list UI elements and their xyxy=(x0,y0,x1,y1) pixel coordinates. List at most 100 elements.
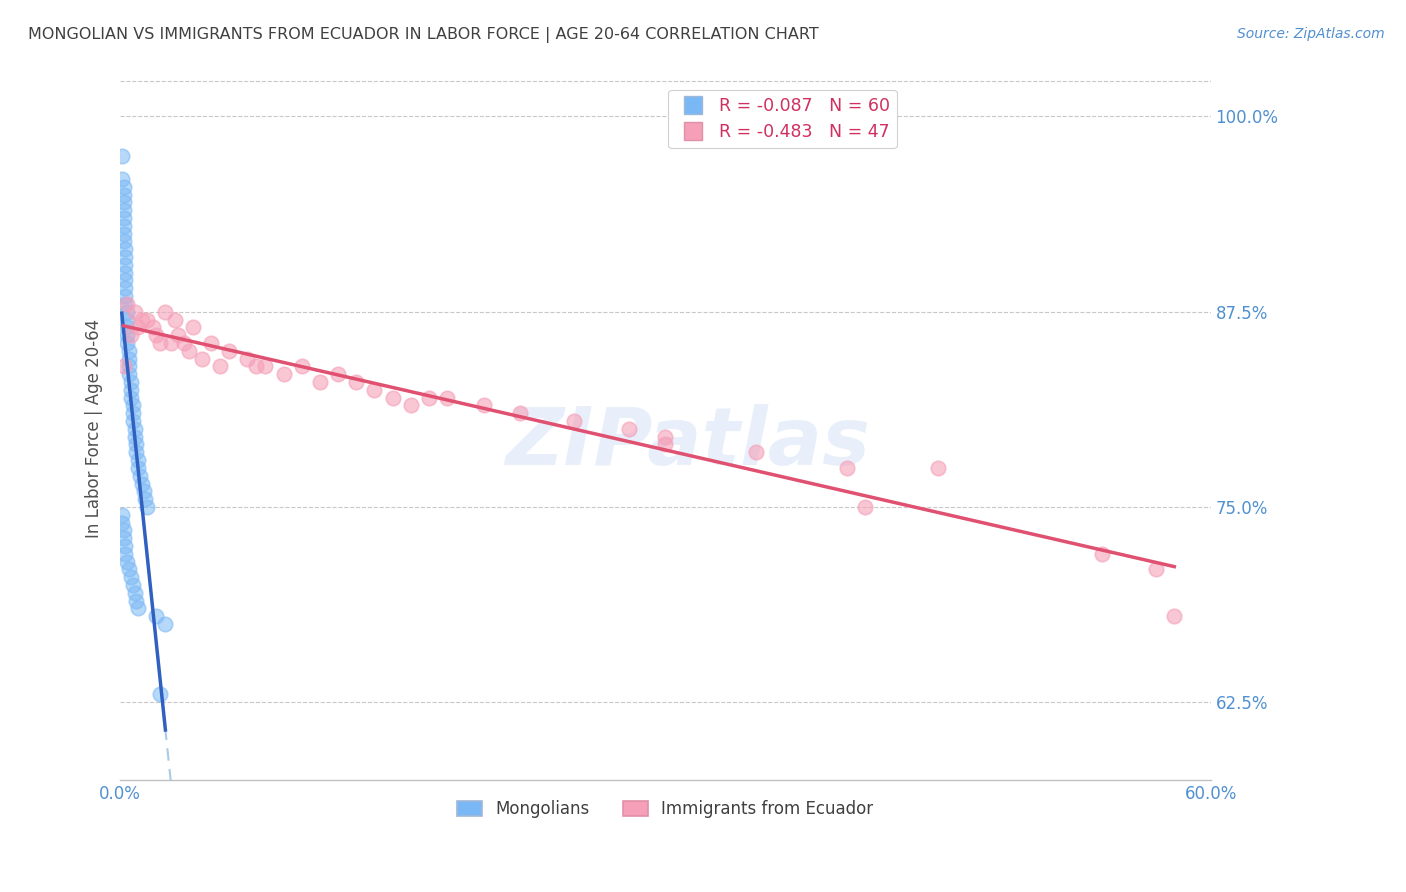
Point xyxy=(291,359,314,374)
Point xyxy=(118,343,141,358)
Point xyxy=(1144,562,1167,576)
Point xyxy=(125,445,148,459)
Point xyxy=(131,476,153,491)
Point xyxy=(200,335,222,350)
Point xyxy=(167,328,190,343)
Point xyxy=(309,375,332,389)
Point xyxy=(125,593,148,607)
Point xyxy=(363,383,385,397)
Point xyxy=(472,399,495,413)
Point xyxy=(120,383,142,397)
Point xyxy=(111,148,134,162)
Point xyxy=(155,304,177,318)
Point xyxy=(835,461,858,475)
Point xyxy=(177,343,200,358)
Point xyxy=(145,609,167,624)
Point xyxy=(114,266,136,280)
Point xyxy=(617,422,640,436)
Point xyxy=(114,539,136,553)
Point xyxy=(112,531,135,545)
Point xyxy=(208,359,231,374)
Point xyxy=(112,524,135,538)
Point xyxy=(1163,609,1185,624)
Text: MONGOLIAN VS IMMIGRANTS FROM ECUADOR IN LABOR FORCE | AGE 20-64 CORRELATION CHAR: MONGOLIAN VS IMMIGRANTS FROM ECUADOR IN … xyxy=(28,27,818,43)
Point xyxy=(129,468,152,483)
Point xyxy=(1090,547,1112,561)
Point xyxy=(111,508,134,522)
Point xyxy=(120,391,142,405)
Point xyxy=(127,601,149,615)
Point xyxy=(654,437,676,451)
Point xyxy=(381,391,404,405)
Point xyxy=(121,578,143,592)
Point xyxy=(745,445,768,459)
Point xyxy=(118,359,141,374)
Point xyxy=(121,414,143,428)
Point xyxy=(115,555,138,569)
Point xyxy=(115,328,138,343)
Point xyxy=(160,335,183,350)
Point xyxy=(112,235,135,249)
Point xyxy=(114,281,136,295)
Point xyxy=(218,343,240,358)
Point xyxy=(131,312,153,326)
Point xyxy=(112,211,135,225)
Point xyxy=(112,187,135,202)
Point xyxy=(132,484,155,499)
Point xyxy=(125,437,148,451)
Point xyxy=(121,406,143,420)
Point xyxy=(115,297,138,311)
Point xyxy=(114,273,136,287)
Point xyxy=(120,328,142,343)
Text: ZIPatlas: ZIPatlas xyxy=(505,404,870,482)
Point xyxy=(418,391,440,405)
Point xyxy=(564,414,586,428)
Point xyxy=(114,547,136,561)
Point xyxy=(191,351,214,366)
Point xyxy=(112,359,135,374)
Point xyxy=(127,453,149,467)
Point xyxy=(115,335,138,350)
Point xyxy=(115,304,138,318)
Point xyxy=(114,258,136,272)
Point xyxy=(120,570,142,584)
Point xyxy=(112,195,135,210)
Point xyxy=(509,406,531,420)
Point xyxy=(136,500,159,514)
Point xyxy=(114,297,136,311)
Text: Source: ZipAtlas.com: Source: ZipAtlas.com xyxy=(1237,27,1385,41)
Legend: Mongolians, Immigrants from Ecuador: Mongolians, Immigrants from Ecuador xyxy=(450,793,880,825)
Point xyxy=(927,461,949,475)
Point xyxy=(111,516,134,530)
Point xyxy=(853,500,876,514)
Point xyxy=(118,368,141,382)
Point xyxy=(236,351,259,366)
Point xyxy=(326,368,349,382)
Point xyxy=(112,203,135,218)
Point xyxy=(118,351,141,366)
Point xyxy=(112,219,135,233)
Point xyxy=(114,289,136,303)
Point xyxy=(127,320,149,334)
Point xyxy=(163,312,186,326)
Point xyxy=(124,586,146,600)
Point xyxy=(173,335,195,350)
Point xyxy=(114,250,136,264)
Point xyxy=(120,375,142,389)
Point xyxy=(149,687,172,701)
Point xyxy=(399,399,422,413)
Point xyxy=(134,492,156,507)
Point xyxy=(142,320,165,334)
Point xyxy=(127,461,149,475)
Point xyxy=(149,335,172,350)
Point xyxy=(136,312,159,326)
Point xyxy=(124,430,146,444)
Point xyxy=(121,399,143,413)
Point xyxy=(115,312,138,326)
Point xyxy=(245,359,267,374)
Point xyxy=(124,422,146,436)
Point xyxy=(145,328,167,343)
Point xyxy=(112,227,135,241)
Point xyxy=(344,375,367,389)
Point xyxy=(114,242,136,256)
